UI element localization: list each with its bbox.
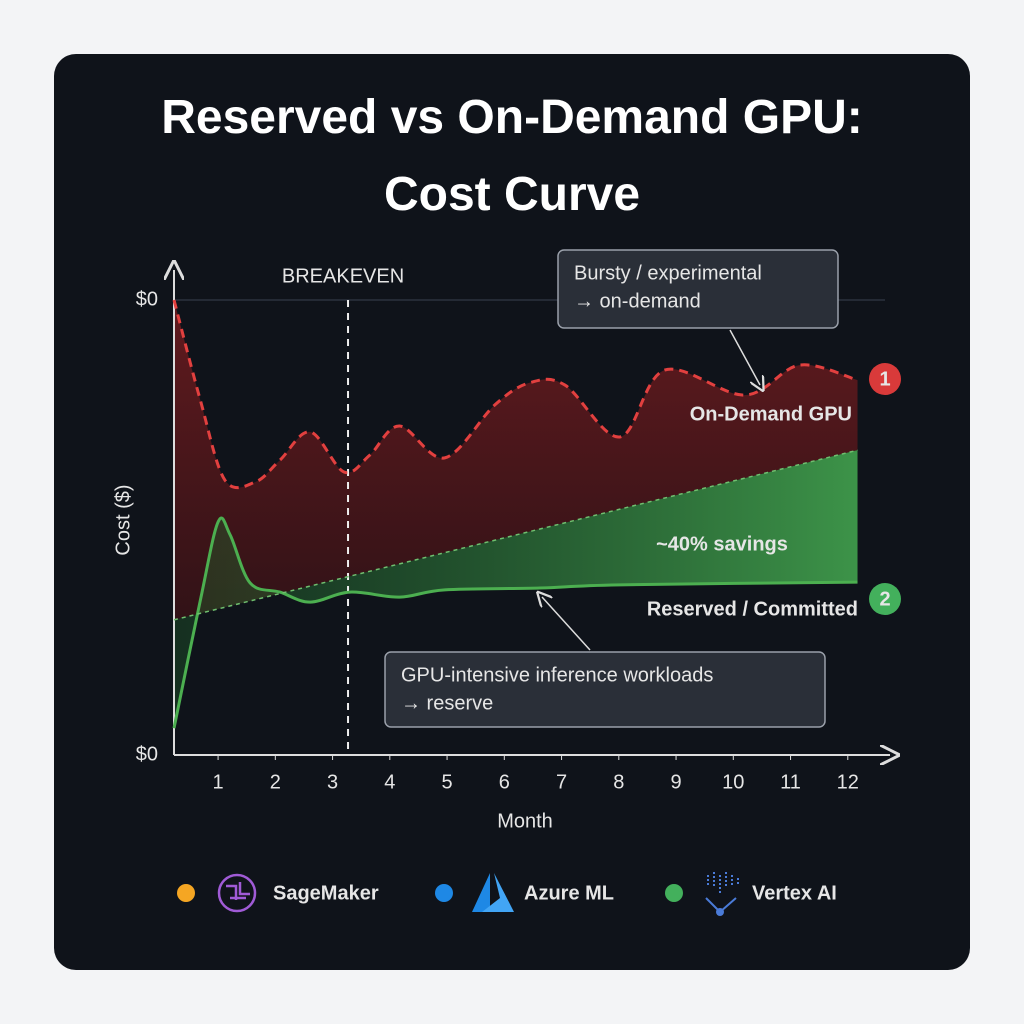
legend-label: SageMaker: [273, 882, 379, 904]
x-tick-label: 1: [213, 771, 224, 793]
badge-label: 1: [879, 368, 890, 390]
callout-text: Bursty / experimental: [574, 262, 762, 284]
legend-label: Vertex AI: [752, 882, 837, 904]
series-label: Reserved / Committed: [647, 598, 858, 620]
callout-box: [557, 249, 839, 329]
chart-title: Reserved vs On-Demand GPU: Cost Curve: [161, 91, 863, 221]
series-label: On-Demand GPU: [690, 403, 852, 425]
savings-label: ~40% savings: [656, 533, 788, 555]
vertex-icon: [705, 872, 739, 916]
breakeven-label: BREAKEVEN: [282, 265, 404, 287]
legend-label: Azure ML: [524, 882, 614, 904]
legend-dot: [435, 884, 453, 902]
badge-label: 2: [879, 588, 890, 610]
legend-dot: [177, 884, 195, 902]
x-tick-label: 8: [613, 771, 624, 793]
x-tick-label: 9: [670, 771, 681, 793]
badge: [869, 583, 901, 615]
callout-arrow: [542, 597, 591, 651]
sagemaker-icon: [217, 873, 257, 913]
x-tick-label: 2: [270, 771, 281, 793]
on-demand-area: [174, 300, 858, 620]
callout-text: → on-demand: [574, 290, 701, 312]
x-tick-label: 4: [384, 771, 395, 793]
x-tick-label: 5: [442, 771, 453, 793]
callout-box: [384, 651, 826, 728]
x-tick-label: 6: [499, 771, 510, 793]
x-tick-label: 12: [837, 771, 859, 793]
y-tick-label: $0: [136, 743, 158, 765]
x-tick-label: 3: [327, 771, 338, 793]
legend-dot: [665, 884, 683, 902]
x-tick-label: 10: [722, 771, 744, 793]
x-tick-label: 7: [556, 771, 567, 793]
y-tick-label: $0: [136, 288, 158, 310]
series-line: [172, 516, 858, 729]
callout-arrow: [729, 329, 760, 385]
y-axis-label: Cost ($): [112, 484, 134, 555]
callout-text: → reserve: [401, 692, 493, 714]
x-tick-label: 11: [780, 771, 801, 793]
badge: [869, 363, 901, 395]
callout-text: GPU-intensive inference workloads: [401, 664, 713, 686]
savings-area: [174, 450, 858, 729]
x-axis-label: Month: [497, 810, 553, 832]
series-line: [173, 449, 858, 621]
azure-icon: [472, 873, 514, 912]
